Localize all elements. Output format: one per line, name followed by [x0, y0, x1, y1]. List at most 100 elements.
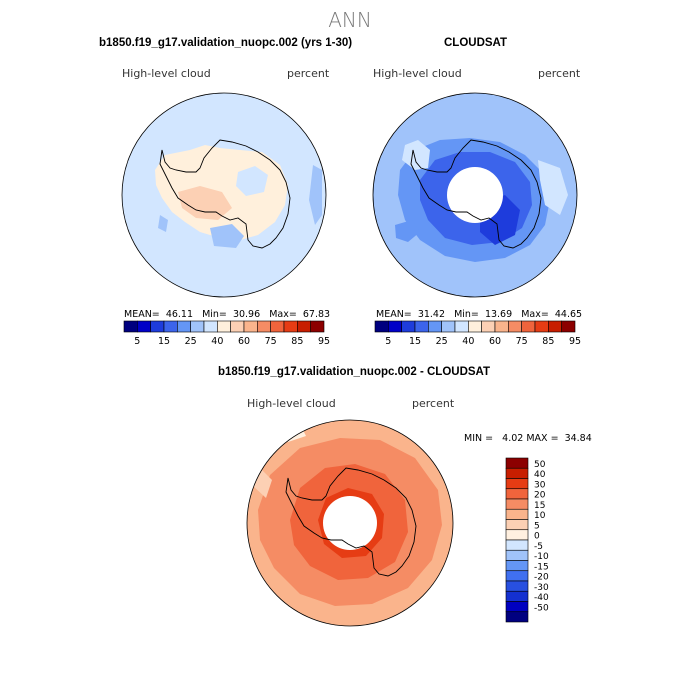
mean-value: 31.42 — [417, 309, 446, 320]
max-value: 34.84 — [564, 433, 592, 444]
panel-1-colorbar-swatch — [310, 320, 325, 333]
panel-3-colorbar-tick-label: -5 — [534, 542, 543, 552]
panel-1-colorbar: 5 15 25 40 60 75 85 95 — [123, 320, 330, 347]
panel-3-colorbar-tick-label: -20 — [534, 573, 549, 583]
panel-2-colorbar-swatch — [561, 320, 576, 333]
panel-2-map — [372, 92, 578, 298]
mean-label: MEAN= — [124, 309, 160, 320]
panel-3-colorbar-swatch — [505, 539, 529, 551]
panel-3-colorbar-swatch — [505, 519, 529, 531]
panel-2-units-label: percent — [538, 67, 581, 80]
panel-3-stats: MIN = 4.02 MAX = 34.84 — [464, 433, 592, 444]
panel-1-stats: MEAN= 46.11 Min= 30.96 Max= 67.83 — [124, 309, 330, 320]
panel-2-colorbar-swatch — [481, 320, 496, 333]
panel-2-stats: MEAN= 31.42 Min= 13.69 Max= 44.65 — [376, 309, 582, 320]
panel-2-title: CLOUDSAT — [444, 37, 508, 49]
panel-1-variable-label: High-level cloud — [122, 67, 211, 80]
panel-2-colorbar-tick-label: 5 — [385, 336, 391, 347]
panel-1-map-border — [121, 92, 327, 298]
panel-3-colorbar-swatch — [505, 488, 529, 500]
panel-3-colorbar-tick-label: -40 — [534, 593, 549, 603]
panel-1-colorbar-tick-label: 60 — [238, 336, 250, 347]
panel-2-colorbar-swatch — [468, 320, 482, 333]
panel-2-colorbar: 5 15 25 40 60 75 85 95 — [374, 320, 581, 347]
panel-3-colorbar-swatch — [505, 457, 529, 469]
min-value: 4.02 — [502, 433, 524, 444]
min-value: 30.96 — [232, 309, 261, 320]
max-label: MAX = — [526, 433, 559, 444]
panel-1-colorbar-tick-label: 15 — [158, 336, 170, 347]
panel-2-colorbar-swatch — [534, 320, 549, 333]
panel-3-coastline — [285, 467, 417, 577]
panel-2-polar-hole — [447, 167, 503, 223]
panel-1-colorbar-swatch — [150, 320, 165, 333]
panel-1-colorbar-tick-label: 5 — [134, 336, 140, 347]
panel-1-colorbar-swatch — [190, 320, 205, 333]
panel-3-colorbar-tick-label: 0 — [534, 532, 540, 542]
panel-2-colorbar-tick-label: 25 — [436, 336, 448, 347]
panel-3-colorbar-swatch — [505, 529, 529, 541]
panel-1-colorbar-swatch — [283, 320, 298, 333]
panel-1-colorbar-tick-label: 75 — [265, 336, 277, 347]
panel-3-variable-label: High-level cloud — [247, 397, 336, 410]
panel-1-coastline — [159, 139, 291, 249]
panel-3-colorbar-tick-label: -30 — [534, 583, 549, 593]
panel-3-colorbar-swatch — [505, 549, 529, 561]
panel-2-region-west-pocket — [395, 220, 420, 242]
panel-3-title: b1850.f19_g17.validation_nuopc.002 - CLO… — [218, 366, 491, 378]
panel-3-map-border — [246, 419, 454, 627]
mean-value: 46.11 — [165, 309, 194, 320]
panel-2-colorbar-tick-label: 15 — [409, 336, 421, 347]
panel-2-colorbar-swatch — [388, 320, 402, 333]
panel-2-colorbar-swatch — [508, 320, 522, 333]
panel-3-colorbar-swatch — [505, 580, 529, 592]
panel-2-colorbar-swatch — [401, 320, 416, 333]
panel-3-colorbar-tick-label: 10 — [534, 511, 546, 521]
max-label: Max= — [269, 309, 297, 320]
max-value: 44.65 — [554, 309, 583, 320]
min-label: Min= — [202, 309, 227, 320]
panel-2-colorbar-swatch — [548, 320, 562, 333]
panel-2-colorbar-tick-label: 95 — [569, 336, 581, 347]
panel-3-colorbar-swatch — [505, 467, 529, 479]
panel-3-map — [246, 419, 454, 627]
panel-1-colorbar-swatch — [270, 320, 285, 333]
panel-3-colorbar-tick-label: -50 — [534, 603, 549, 613]
panel-2-colorbar-swatch — [454, 320, 469, 333]
panel-1-colorbar-swatch — [257, 320, 271, 333]
panel-3-colorbar-tick-label: 40 — [534, 470, 546, 480]
panel-3-units-label: percent — [412, 397, 455, 410]
min-label: MIN = — [464, 433, 494, 444]
panel-3-region-pale-patch-west — [252, 470, 272, 498]
panel-2-colorbar-tick-label: 60 — [489, 336, 501, 347]
panel-3-colorbar-tick-label: 5 — [534, 521, 540, 531]
panel-2-colorbar-swatch — [494, 320, 509, 333]
panel-3-colorbar-tick-label: 50 — [534, 460, 546, 470]
panel-2-colorbar-swatch — [428, 320, 442, 333]
panel-3-colorbar-swatch — [505, 498, 529, 510]
panel-1-colorbar-swatch — [230, 320, 245, 333]
panel-3-colorbar-swatch — [505, 508, 529, 520]
panel-1-title: b1850.f19_g17.validation_nuopc.002 (yrs … — [99, 37, 353, 49]
panel-2-variable-label: High-level cloud — [373, 67, 462, 80]
panel-3-polar-hole — [323, 496, 377, 550]
panel-1-colorbar-swatch — [163, 320, 178, 333]
panel-1-region-south-pocket — [210, 224, 244, 248]
panel-3-colorbar-swatch — [505, 601, 529, 613]
panel-2-region-east-ocean — [538, 160, 568, 215]
panel-2-map-border — [372, 92, 578, 298]
panel-3-colorbar-tick-label: 20 — [534, 491, 546, 501]
panel-1-region-east-pocket — [236, 166, 268, 196]
panel-2-colorbar-swatch — [441, 320, 456, 333]
panel-2-colorbar-tick-label: 75 — [516, 336, 528, 347]
panel-3-colorbar-tick-label: 15 — [534, 501, 545, 511]
panel-1-colorbar-swatch — [203, 320, 218, 333]
panel-3-colorbar-tick-label: 30 — [534, 480, 546, 490]
panel-1-colorbar-swatch — [217, 320, 231, 333]
panel-1-map — [121, 92, 327, 298]
panel-3-colorbar-tick-label: -15 — [534, 562, 549, 572]
panel-2-region-peninsula-high — [402, 140, 430, 170]
mean-label: MEAN= — [376, 309, 412, 320]
